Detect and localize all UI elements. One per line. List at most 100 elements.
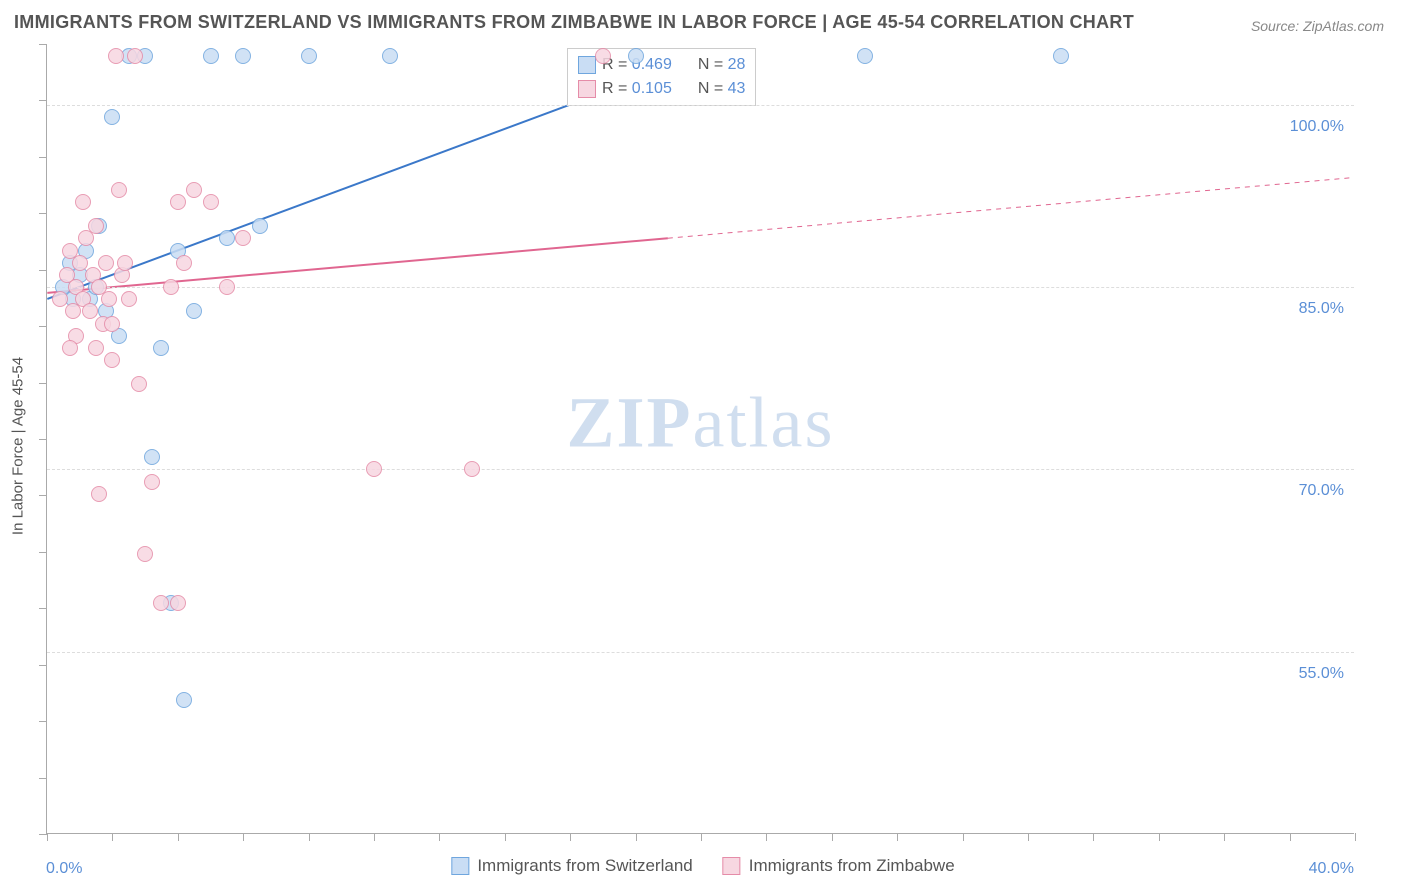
x-minor-tick — [636, 833, 637, 841]
data-point — [464, 461, 480, 477]
x-minor-tick — [832, 833, 833, 841]
x-minor-tick — [47, 833, 48, 841]
y-axis-tick-label: 55.0% — [1299, 665, 1344, 683]
x-minor-tick — [112, 833, 113, 841]
data-point — [131, 376, 147, 392]
x-minor-tick — [309, 833, 310, 841]
x-minor-tick — [897, 833, 898, 841]
y-axis-label: In Labor Force | Age 45-54 — [10, 357, 27, 535]
data-point — [235, 230, 251, 246]
legend-label-0: Immigrants from Switzerland — [477, 856, 692, 876]
data-point — [170, 595, 186, 611]
data-point — [186, 182, 202, 198]
legend-swatch — [578, 80, 596, 98]
gridline-h — [47, 469, 1354, 470]
data-point — [153, 595, 169, 611]
gridline-h — [47, 105, 1354, 106]
y-minor-tick — [39, 44, 47, 45]
y-minor-tick — [39, 383, 47, 384]
y-minor-tick — [39, 608, 47, 609]
data-point — [88, 218, 104, 234]
legend-swatch-0 — [451, 857, 469, 875]
data-point — [101, 291, 117, 307]
trend-lines-layer — [47, 44, 1354, 833]
x-minor-tick — [505, 833, 506, 841]
x-minor-tick — [1224, 833, 1225, 841]
data-point — [857, 48, 873, 64]
legend-r: R = 0.105 — [602, 80, 672, 98]
data-point — [595, 48, 611, 64]
legend-n: N = 28 — [698, 56, 746, 74]
data-point — [137, 546, 153, 562]
data-point — [186, 303, 202, 319]
watermark-bold: ZIP — [567, 382, 693, 462]
data-point — [62, 340, 78, 356]
data-point — [104, 316, 120, 332]
gridline-h — [47, 287, 1354, 288]
data-point — [163, 279, 179, 295]
data-point — [108, 48, 124, 64]
watermark: ZIPatlas — [567, 381, 835, 464]
data-point — [98, 255, 114, 271]
data-point — [104, 109, 120, 125]
x-minor-tick — [1290, 833, 1291, 841]
legend-n: N = 43 — [698, 80, 746, 98]
y-minor-tick — [39, 552, 47, 553]
data-point — [127, 48, 143, 64]
y-minor-tick — [39, 213, 47, 214]
data-point — [111, 182, 127, 198]
x-minor-tick — [374, 833, 375, 841]
data-point — [176, 692, 192, 708]
y-axis-tick-label: 100.0% — [1290, 118, 1344, 136]
legend-row: R = 0.105 N = 43 — [578, 77, 745, 101]
y-minor-tick — [39, 834, 47, 835]
data-point — [219, 279, 235, 295]
data-point — [52, 291, 68, 307]
data-point — [170, 194, 186, 210]
data-point — [252, 218, 268, 234]
x-axis-tick-max: 40.0% — [1309, 860, 1354, 878]
data-point — [91, 486, 107, 502]
y-axis-tick-label: 85.0% — [1299, 300, 1344, 318]
data-point — [219, 230, 235, 246]
y-minor-tick — [39, 270, 47, 271]
data-point — [75, 194, 91, 210]
data-point — [235, 48, 251, 64]
data-point — [1053, 48, 1069, 64]
x-minor-tick — [1355, 833, 1356, 841]
watermark-light: atlas — [693, 382, 835, 462]
y-minor-tick — [39, 665, 47, 666]
y-minor-tick — [39, 326, 47, 327]
x-minor-tick — [963, 833, 964, 841]
x-minor-tick — [1028, 833, 1029, 841]
x-minor-tick — [766, 833, 767, 841]
data-point — [144, 449, 160, 465]
data-point — [82, 303, 98, 319]
data-point — [382, 48, 398, 64]
source-attribution: Source: ZipAtlas.com — [1251, 18, 1384, 34]
x-axis-tick-min: 0.0% — [46, 860, 82, 878]
legend-item-0: Immigrants from Switzerland — [451, 856, 692, 876]
data-point — [153, 340, 169, 356]
data-point — [176, 255, 192, 271]
scatter-plot-area: ZIPatlas R = 0.469N = 28R = 0.105N = 43 … — [46, 44, 1354, 834]
data-point — [72, 255, 88, 271]
y-minor-tick — [39, 721, 47, 722]
chart-title: IMMIGRANTS FROM SWITZERLAND VS IMMIGRANT… — [14, 12, 1134, 33]
x-minor-tick — [178, 833, 179, 841]
y-minor-tick — [39, 157, 47, 158]
data-point — [88, 340, 104, 356]
data-point — [366, 461, 382, 477]
gridline-h — [47, 652, 1354, 653]
y-axis-tick-label: 70.0% — [1299, 482, 1344, 500]
legend-swatch-1 — [723, 857, 741, 875]
legend-item-1: Immigrants from Zimbabwe — [723, 856, 955, 876]
legend-label-1: Immigrants from Zimbabwe — [749, 856, 955, 876]
data-point — [121, 291, 137, 307]
x-minor-tick — [439, 833, 440, 841]
x-minor-tick — [701, 833, 702, 841]
y-minor-tick — [39, 778, 47, 779]
data-point — [628, 48, 644, 64]
data-point — [203, 48, 219, 64]
x-minor-tick — [570, 833, 571, 841]
